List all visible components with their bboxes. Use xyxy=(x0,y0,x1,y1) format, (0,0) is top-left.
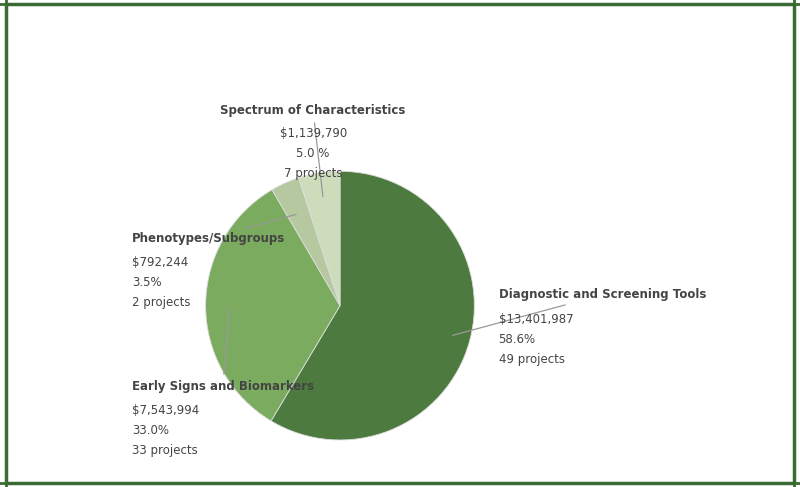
Text: 49 projects: 49 projects xyxy=(498,353,565,366)
Text: 5.0 %: 5.0 % xyxy=(297,148,330,160)
Text: 33.0%: 33.0% xyxy=(132,424,169,437)
Wedge shape xyxy=(271,171,474,440)
Text: 33 projects: 33 projects xyxy=(132,444,198,457)
Text: 7 projects: 7 projects xyxy=(284,168,342,181)
Text: Question 1: Screening and Diagnosis: Question 1: Screening and Diagnosis xyxy=(233,52,567,67)
Text: $7,543,994: $7,543,994 xyxy=(132,404,199,417)
Text: Funding by Subcategory: Funding by Subcategory xyxy=(324,87,476,100)
Text: 3.5%: 3.5% xyxy=(132,276,162,289)
Text: Diagnostic and Screening Tools: Diagnostic and Screening Tools xyxy=(453,288,706,336)
Text: Spectrum of Characteristics: Spectrum of Characteristics xyxy=(221,104,406,197)
Text: $1,139,790: $1,139,790 xyxy=(279,127,346,140)
Wedge shape xyxy=(206,190,340,421)
Wedge shape xyxy=(272,178,340,306)
Text: $792,244: $792,244 xyxy=(132,256,188,269)
Text: 2019: 2019 xyxy=(375,25,425,43)
Text: 2 projects: 2 projects xyxy=(132,297,190,309)
Text: Phenotypes/Subgroups: Phenotypes/Subgroups xyxy=(132,214,296,245)
Text: $13,401,987: $13,401,987 xyxy=(498,313,573,326)
Text: Early Signs and Biomarkers: Early Signs and Biomarkers xyxy=(132,308,314,393)
Wedge shape xyxy=(298,171,340,306)
Text: 58.6%: 58.6% xyxy=(498,333,536,346)
